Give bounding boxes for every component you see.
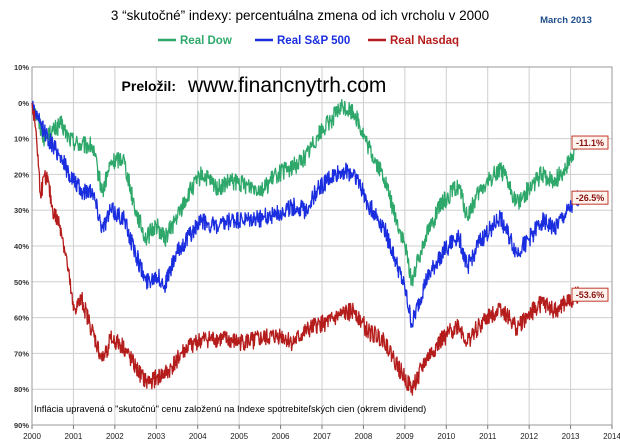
y-tick-label: 20% xyxy=(14,170,29,179)
legend-label-2: Real Nasdaq xyxy=(390,35,459,47)
x-tick-label: 2001 xyxy=(65,432,83,441)
x-tick-label: 2007 xyxy=(313,432,331,441)
end-label-text: -11.1% xyxy=(576,138,604,148)
x-tick-label: 2009 xyxy=(396,432,414,441)
x-tick-label: 2005 xyxy=(230,432,248,441)
series-line-1 xyxy=(31,100,580,329)
x-tick-label: 2011 xyxy=(479,432,497,441)
y-tick-label: 10% xyxy=(14,63,29,72)
date-note: March 2013 xyxy=(540,15,592,26)
legend-label-0: Real Dow xyxy=(180,35,232,47)
y-tick-label: 0% xyxy=(18,99,29,108)
axes: 10% 0% 10% 20% 30% 40% 50% 60% 70% 80% 90% 2000 2001… xyxy=(14,63,620,441)
end-label-box xyxy=(571,287,609,302)
x-tick-label: 2010 xyxy=(437,432,455,441)
end-labels: -11.1% -26.5% -53.6% xyxy=(571,135,609,302)
y-tick-label: 50% xyxy=(14,278,29,287)
y-tick-label: 60% xyxy=(14,314,29,323)
end-label-box xyxy=(571,190,609,205)
x-tick-label: 2014 xyxy=(603,432,620,441)
chart-footnote: Inflácia upravená o "skutočnú" cenu zalo… xyxy=(34,404,426,414)
credit-label: Preložil: xyxy=(122,78,176,94)
end-label-text: -53.6% xyxy=(576,290,605,300)
y-tick-label: 10% xyxy=(14,135,29,144)
x-tick-label: 2013 xyxy=(562,432,580,441)
x-tick-label: 2008 xyxy=(355,432,373,441)
credit-site: www.financnytrh.com xyxy=(187,74,386,97)
end-label-text: -26.5% xyxy=(576,193,605,203)
legend: Real Dow Real S&P 500 Real Nasdaq xyxy=(158,35,459,47)
x-tick-label: 2012 xyxy=(520,432,538,441)
y-tick-label: 30% xyxy=(14,206,29,215)
end-label-box xyxy=(571,135,609,150)
y-tick-label: 70% xyxy=(14,349,29,358)
x-tick-label: 2000 xyxy=(23,432,41,441)
x-tick-label: 2002 xyxy=(106,432,124,441)
chart-title: 3 “skutočné” indexy: percentuálna zmena … xyxy=(111,8,489,23)
y-tick-label: 90% xyxy=(14,421,29,430)
x-tick-label: 2006 xyxy=(272,432,290,441)
y-tick-label: 40% xyxy=(14,242,29,251)
x-tick-label: 2004 xyxy=(189,432,207,441)
series-line-0 xyxy=(31,99,580,287)
series-lines xyxy=(31,99,580,396)
x-tick-label: 2003 xyxy=(147,432,165,441)
y-tick-label: 80% xyxy=(14,385,29,394)
series-line-2 xyxy=(31,102,580,396)
legend-label-1: Real S&P 500 xyxy=(277,35,350,47)
